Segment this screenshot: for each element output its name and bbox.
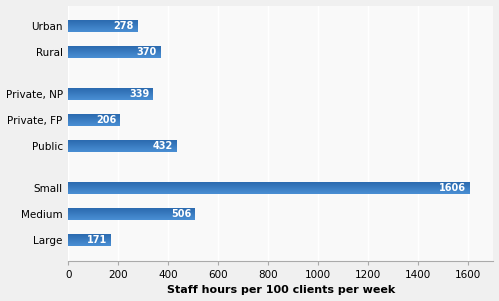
Text: 206: 206	[96, 115, 116, 125]
Text: 171: 171	[87, 235, 107, 245]
X-axis label: Staff hours per 100 clients per week: Staff hours per 100 clients per week	[167, 285, 395, 296]
Text: 339: 339	[129, 89, 149, 99]
Text: 1606: 1606	[439, 183, 466, 193]
Text: 506: 506	[171, 209, 191, 219]
Text: 432: 432	[152, 141, 173, 151]
Text: 370: 370	[137, 48, 157, 57]
Text: 278: 278	[114, 21, 134, 31]
